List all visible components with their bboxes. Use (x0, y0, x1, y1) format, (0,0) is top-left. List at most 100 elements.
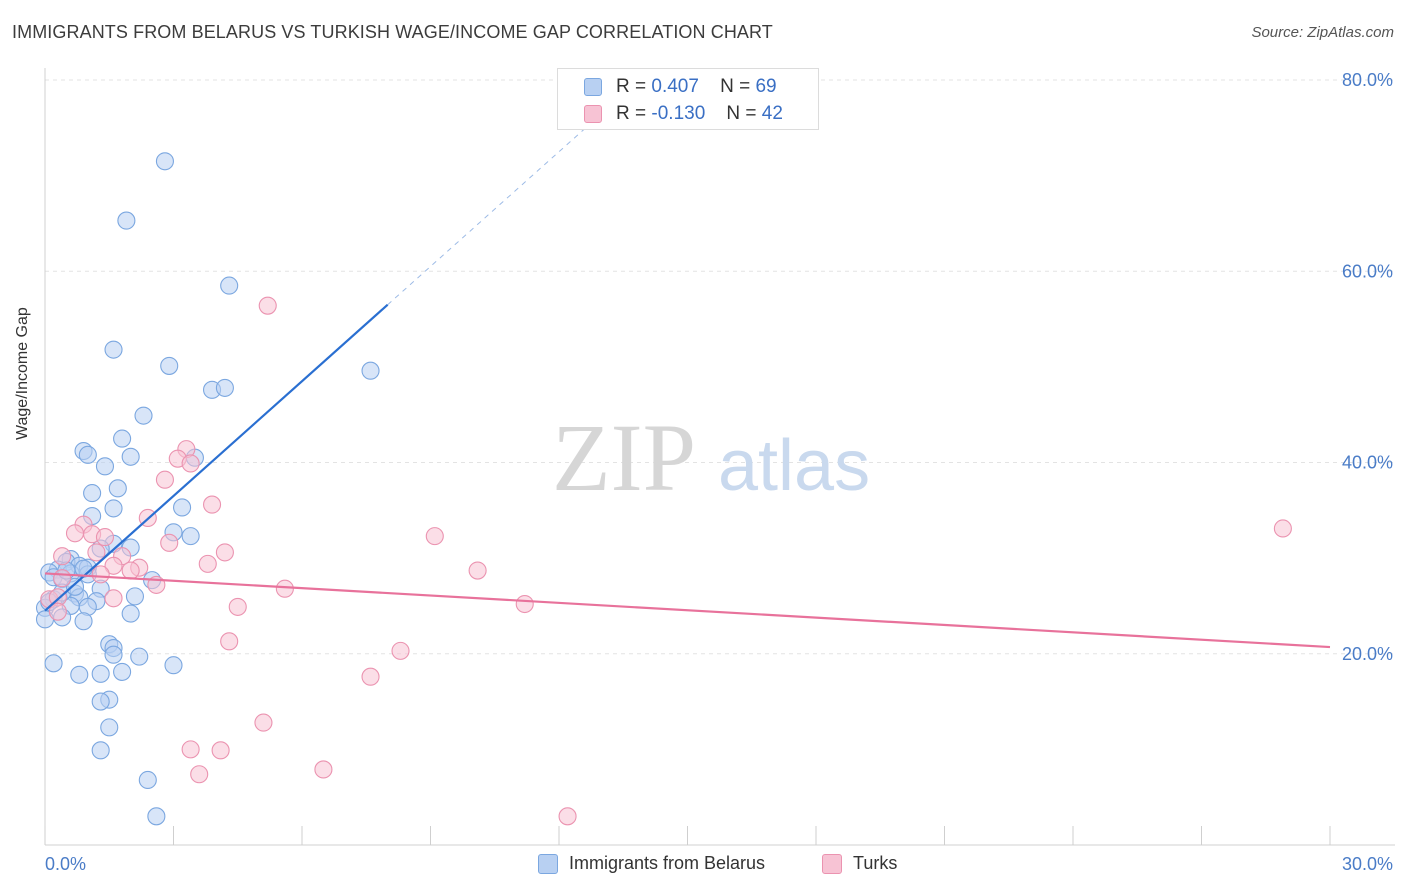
point-belarus (100, 718, 119, 737)
point-turks (181, 740, 200, 759)
stats-n-value: 42 (761, 103, 783, 124)
point-belarus (113, 662, 132, 681)
point-turks (87, 543, 106, 562)
point-belarus (104, 499, 123, 518)
point-belarus (113, 429, 132, 448)
point-belarus (121, 604, 140, 623)
trendline-belarus (44, 303, 389, 612)
legend-label-belarus: Immigrants from Belarus (569, 853, 766, 873)
stats-n-label: N = (726, 103, 757, 124)
stats-r-value: 0.407 (651, 76, 699, 97)
point-turks (228, 597, 247, 616)
stats-swatch-turks (584, 105, 602, 123)
y-tick-label: 80.0% (1342, 70, 1393, 90)
point-belarus (108, 479, 127, 498)
source-label: Source: ZipAtlas.com (1251, 24, 1394, 41)
point-turks (155, 470, 174, 489)
trend-layer (44, 113, 1331, 649)
point-belarus (78, 445, 97, 464)
stats-n-label: N = (720, 76, 751, 97)
point-turks (121, 561, 140, 580)
y-tick-label: 40.0% (1342, 453, 1393, 473)
point-belarus (70, 665, 89, 684)
point-belarus (164, 656, 183, 675)
point-turks (220, 632, 239, 651)
point-belarus (95, 457, 115, 476)
point-belarus (74, 612, 93, 631)
point-turks (53, 569, 72, 588)
watermark-zip: ZIP (552, 404, 696, 511)
point-belarus (104, 645, 123, 664)
point-turks (425, 527, 444, 546)
point-turks (275, 579, 294, 598)
point-belarus (65, 577, 85, 596)
point-belarus (91, 741, 110, 760)
point-turks (258, 296, 277, 315)
point-turks (65, 524, 85, 543)
point-belarus (181, 527, 200, 546)
point-turks (515, 594, 534, 614)
x-tick-label: 30.0% (1342, 854, 1393, 874)
point-belarus (160, 356, 179, 375)
point-turks (314, 760, 333, 779)
point-belarus (173, 498, 192, 517)
point-belarus (361, 361, 380, 380)
stats-r-label: R = (616, 103, 647, 124)
trendline-belarus-extension (387, 113, 603, 306)
point-belarus (121, 447, 140, 466)
point-turks (91, 565, 110, 584)
legend-label-turks: Turks (853, 853, 898, 873)
point-belarus (91, 692, 110, 711)
axis-layer (44, 68, 1395, 846)
stats-box: R = 0.407 N = 69 R = -0.130 N = 42 (557, 68, 819, 130)
legend-swatch-belarus (538, 854, 558, 874)
stats-swatch-belarus (584, 78, 602, 96)
point-belarus (155, 152, 174, 171)
stats-r-value: -0.130 (651, 103, 706, 124)
point-turks (203, 495, 222, 514)
point-turks (160, 533, 179, 552)
chart-title: IMMIGRANTS FROM BELARUS VS TURKISH WAGE/… (12, 22, 773, 42)
point-belarus (117, 211, 136, 230)
point-turks (558, 807, 577, 826)
point-turks (104, 589, 123, 608)
point-belarus (138, 770, 157, 790)
point-belarus (215, 378, 234, 397)
point-turks (254, 713, 273, 732)
stats-n-value: 69 (755, 76, 777, 97)
point-belarus (104, 340, 123, 359)
point-belarus (125, 587, 144, 606)
legend-swatch-turks (822, 854, 842, 874)
trendline-turks (44, 572, 1331, 649)
point-turks (391, 641, 410, 660)
y-tick-label: 20.0% (1342, 644, 1393, 664)
tick-label-layer: 20.0% 40.0% 60.0% 80.0% 0.0% 30.0% (45, 70, 1393, 874)
point-turks (53, 547, 72, 566)
point-turks (468, 561, 487, 580)
point-belarus (44, 654, 63, 673)
y-axis-label: Wage/Income Gap (14, 307, 31, 440)
points-layer (35, 152, 1292, 826)
stats-r-label: R = (616, 76, 647, 97)
point-turks (215, 543, 234, 562)
y-tick-label: 60.0% (1342, 261, 1393, 281)
grid-layer (45, 79, 1395, 655)
point-turks (190, 765, 209, 784)
point-belarus (83, 484, 102, 503)
point-turks (95, 528, 115, 547)
watermark-atlas: atlas (718, 426, 870, 506)
point-turks (211, 741, 230, 760)
point-turks (1273, 519, 1292, 538)
watermark: ZIP atlas (552, 404, 870, 511)
point-belarus (220, 276, 239, 295)
point-belarus (130, 647, 149, 666)
point-turks (198, 554, 217, 573)
point-belarus (134, 406, 153, 425)
x-tick-label: 0.0% (45, 854, 86, 874)
point-belarus (91, 664, 110, 683)
point-turks (104, 556, 123, 575)
point-turks (48, 602, 67, 621)
point-belarus (147, 807, 166, 826)
point-turks (361, 667, 380, 686)
